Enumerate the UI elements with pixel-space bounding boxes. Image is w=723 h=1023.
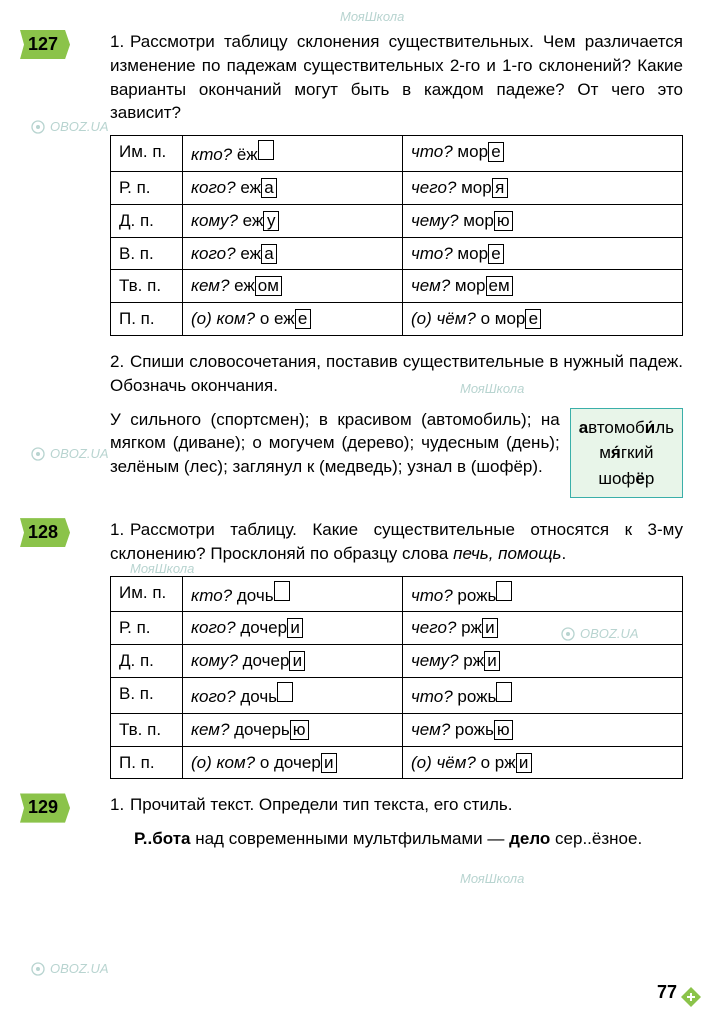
page-number: 77 xyxy=(657,980,677,1005)
declension-table-128: Им. п.кто? дочьчто? рожьР. п.кого? дочер… xyxy=(110,576,683,780)
table-row: П. п.(о) ком? о дочери(о) чём? о ржи xyxy=(111,746,683,779)
watermark: МояШкола xyxy=(340,8,404,26)
watermark: OBOZ.UA xyxy=(30,960,109,978)
task-text: 1.Прочитай текст. Определи тип текста, е… xyxy=(110,793,683,817)
exercise-129: 129 1.Прочитай текст. Определи тип текст… xyxy=(30,793,683,851)
vocab-word: шофёр xyxy=(579,466,674,492)
table-row: Тв. п.кем? дочерьючем? рожью xyxy=(111,713,683,746)
table-row: Им. п.кто? дочьчто? рожь xyxy=(111,576,683,612)
task-text: 2.Спиши словосочетания, поставив существ… xyxy=(110,350,683,398)
vocab-word: мя́гкий xyxy=(579,440,674,466)
exercise-number-badge: 129 xyxy=(20,793,70,822)
table-row: Р. п.кого? ежачего? моря xyxy=(111,171,683,204)
table-row: Д. п.кому? ежучему? морю xyxy=(111,204,683,237)
table-row: Им. п.кто? ёжчто? море xyxy=(111,136,683,172)
exercise-number-badge: 128 xyxy=(20,518,70,547)
table-row: В. п.кого? дочьчто? рожь xyxy=(111,678,683,714)
declension-table-127: Им. п.кто? ёжчто? мореР. п.кого? ежачего… xyxy=(110,135,683,336)
vocabulary-box: автомоби́ль мя́гкий шофёр xyxy=(570,408,683,499)
page-corner-icon xyxy=(679,985,703,1009)
table-row: В. п.кого? ежачто? море xyxy=(111,237,683,270)
watermark: МояШкола xyxy=(460,870,524,888)
exercise-128: 128 1.Рассмотри таблицу. Какие существит… xyxy=(30,518,683,779)
table-row: Р. п.кого? дочеричего? ржи xyxy=(111,612,683,645)
exercise-number-badge: 127 xyxy=(20,30,70,59)
table-row: П. п.(о) ком? о еже(о) чём? о море xyxy=(111,303,683,336)
vocab-word: автомоби́ль xyxy=(579,415,674,441)
table-row: Тв. п.кем? ежомчем? морем xyxy=(111,270,683,303)
table-row: Д. п.кому? дочеричему? ржи xyxy=(111,645,683,678)
task-text: 1.Рассмотри таблицу. Какие существительн… xyxy=(110,518,683,566)
task-text: 1.Рассмотри таблицу склонения существите… xyxy=(110,30,683,125)
exercise-body-text: Р..бота над современными мультфильмами —… xyxy=(110,827,683,851)
exercise-127: 127 1.Рассмотри таблицу склонения сущест… xyxy=(30,30,683,504)
